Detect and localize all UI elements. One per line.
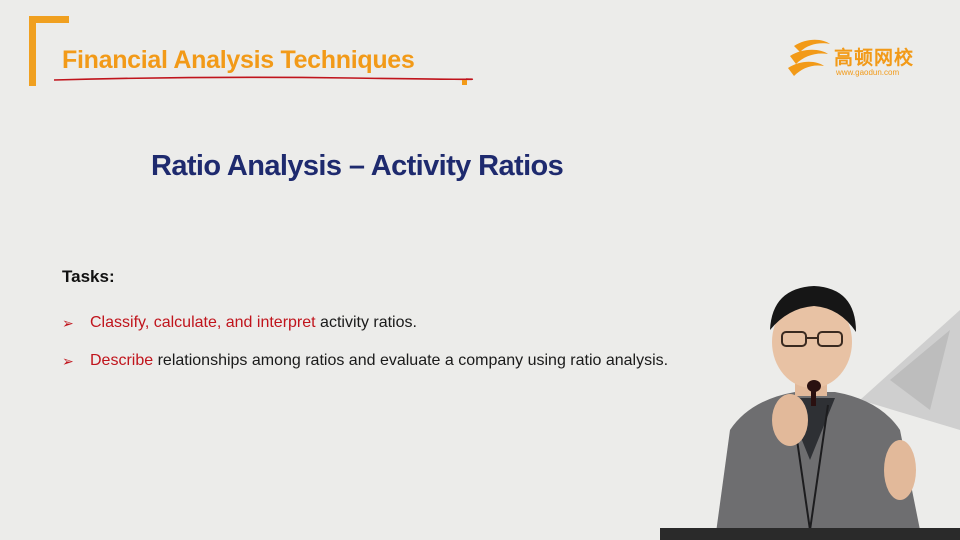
gaodun-logo: 高顿网校 www.gaodun.com (786, 36, 926, 86)
arrow-bullet-icon: ➢ (62, 315, 74, 331)
logo-brand-text: 高顿网校 (834, 47, 915, 69)
task-highlight: Classify, calculate, and interpret (90, 314, 316, 331)
task-highlight: Describe (90, 352, 154, 369)
header-title: Financial Analysis Techniques (62, 46, 415, 74)
task-list: ➢ Classify, calculate, and interpret act… (62, 305, 702, 379)
gaodun-logo-icon (788, 39, 830, 76)
header-frame-bracket (29, 16, 69, 86)
presenter-person-icon (660, 286, 960, 540)
task-text: activity ratios. (315, 314, 417, 331)
task-text: relationships among ratios and evaluate … (153, 352, 669, 369)
arrow-bullet-icon: ➢ (62, 353, 74, 369)
tasks-heading: Tasks: (62, 267, 115, 286)
slide-subtitle: Ratio Analysis – Activity Ratios (151, 150, 564, 182)
logo-url-text: www.gaodun.com (836, 68, 900, 77)
task-item: ➢ Classify, calculate, and interpret act… (62, 305, 702, 341)
header-underline (53, 76, 473, 85)
task-item: ➢ Describe relationships among ratios an… (62, 343, 702, 379)
